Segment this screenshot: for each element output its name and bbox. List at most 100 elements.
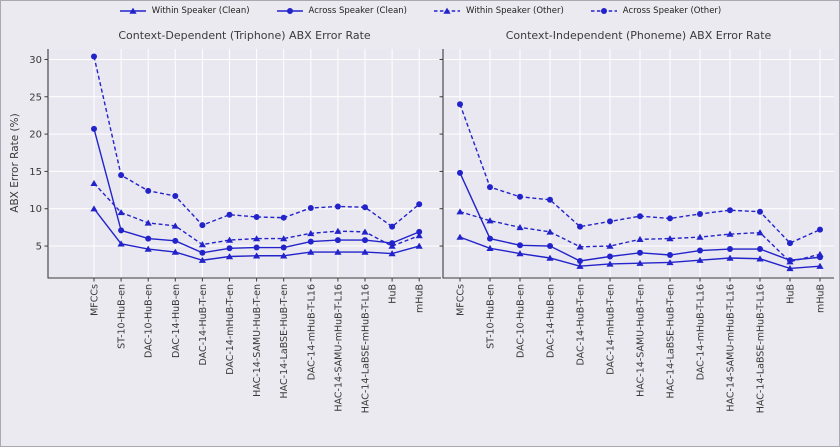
data-point-marker <box>91 53 97 60</box>
data-point-marker <box>696 256 704 263</box>
data-point-marker <box>817 226 823 233</box>
x-tick-label: HAC-14-LaBSE-HuB-T-en <box>666 284 677 398</box>
data-point-marker <box>636 259 644 266</box>
data-point-marker <box>90 205 98 212</box>
legend-triangle-marker-icon <box>433 7 460 14</box>
data-point-marker <box>546 254 554 261</box>
data-point-marker <box>307 248 315 255</box>
x-tick-label: DAC-10-HuB-en <box>516 284 527 358</box>
chart-legend: Within Speaker (Clean) Across Speaker (Cl… <box>1 6 839 16</box>
plot-background <box>48 49 441 278</box>
data-point-marker <box>91 125 97 132</box>
data-point-marker <box>576 243 584 250</box>
data-point-marker <box>307 229 315 237</box>
data-point-marker <box>727 246 733 253</box>
data-point-marker <box>307 204 314 211</box>
x-tick-label: ST-10-HuB-en <box>486 284 497 349</box>
data-point-marker <box>416 228 423 235</box>
data-point-marker <box>144 245 152 252</box>
data-point-marker <box>171 222 179 229</box>
x-tick-label: MFCCs <box>456 284 467 316</box>
data-point-marker <box>456 208 464 215</box>
data-point-marker <box>607 218 613 225</box>
x-tick-label: DAC-14-HuB-en <box>171 284 182 358</box>
data-point-marker <box>547 243 553 250</box>
legend-item: Across Speaker (Clean) <box>276 6 407 16</box>
y-tick-label: 30 <box>29 55 42 66</box>
data-point-marker <box>362 204 368 211</box>
data-point-marker <box>334 227 342 234</box>
data-point-marker <box>486 244 494 251</box>
data-point-marker <box>816 262 824 269</box>
data-point-marker <box>225 236 234 243</box>
data-point-marker <box>516 223 524 231</box>
y-tick-label: 5 <box>36 242 42 253</box>
data-point-marker <box>334 248 342 255</box>
x-tick-label: HAC-14-SAMU-mHuB-T-L16 <box>333 284 344 412</box>
x-tick-label: DAC-14-mHuB-T-en <box>225 284 236 375</box>
data-point-marker <box>727 207 733 214</box>
data-point-marker <box>171 248 179 255</box>
data-point-marker <box>280 214 287 221</box>
data-point-marker <box>816 250 824 257</box>
data-point-marker <box>457 101 463 108</box>
data-point-marker <box>307 238 314 245</box>
data-point-marker <box>666 259 674 266</box>
data-point-marker <box>280 244 287 251</box>
data-point-marker <box>334 203 341 210</box>
data-point-marker <box>280 235 288 242</box>
data-point-marker <box>516 250 524 257</box>
data-point-marker <box>487 235 493 242</box>
legend-item: Within Speaker (Clean) <box>119 6 250 16</box>
data-point-marker <box>667 252 673 259</box>
x-tick-label: HuB <box>786 284 797 304</box>
data-point-marker <box>118 172 125 179</box>
data-point-marker <box>517 242 523 249</box>
data-point-marker <box>456 233 464 240</box>
data-point-marker <box>415 232 423 239</box>
data-point-marker <box>726 230 734 237</box>
legend-item: Across Speaker (Other) <box>590 6 721 16</box>
legend-item-label: Across Speaker (Clean) <box>308 6 407 16</box>
x-tick-label: ST-10-HuB-en <box>117 284 128 349</box>
data-point-marker <box>388 242 396 249</box>
legend-circle-marker-icon <box>590 8 617 14</box>
data-point-marker <box>415 242 423 249</box>
legend-item-label: Within Speaker (Clean) <box>151 6 250 16</box>
data-point-marker <box>756 255 764 262</box>
x-tick-label: DAC-14-HuB-en <box>546 284 557 358</box>
legend-item-label: Across Speaker (Other) <box>622 6 722 16</box>
x-tick-label: mHuB <box>415 284 426 313</box>
data-point-marker <box>757 246 763 253</box>
data-point-marker <box>117 209 125 216</box>
data-point-marker <box>145 187 152 194</box>
y-tick-label: 20 <box>29 130 42 141</box>
data-point-marker <box>487 184 493 191</box>
data-point-marker <box>172 193 179 200</box>
data-point-marker <box>637 249 643 256</box>
x-tick-label: HAC-14-SAMU-HuB-T-en <box>636 284 647 397</box>
data-point-marker <box>280 252 288 259</box>
data-point-marker <box>786 258 794 265</box>
data-point-marker <box>253 252 261 259</box>
data-point-marker <box>388 250 396 257</box>
data-point-marker <box>606 260 614 267</box>
data-point-marker <box>90 179 98 187</box>
data-point-marker <box>253 213 260 220</box>
data-point-marker <box>546 228 554 235</box>
x-tick-label: HAC-14-SAMU-mHuB-T-L16 <box>726 284 737 412</box>
data-point-marker <box>606 242 614 249</box>
data-point-marker <box>726 254 734 261</box>
data-point-marker <box>517 193 523 200</box>
data-point-marker <box>199 222 206 229</box>
x-tick-label: HAC-14-LaBSE-HuB-T-en <box>279 284 290 398</box>
data-point-marker <box>607 253 613 260</box>
data-point-marker <box>416 201 423 208</box>
plot-background <box>443 49 834 278</box>
x-tick-label: HAC-14-LaBSE-mHuB-T-L16 <box>756 284 767 413</box>
data-point-marker <box>696 233 704 240</box>
x-tick-label: HAC-14-LaBSE-mHuB-T-L16 <box>361 284 372 413</box>
data-point-marker <box>756 229 764 236</box>
x-tick-label: HAC-14-SAMU-HuB-T-en <box>252 284 263 397</box>
data-point-marker <box>198 241 206 248</box>
